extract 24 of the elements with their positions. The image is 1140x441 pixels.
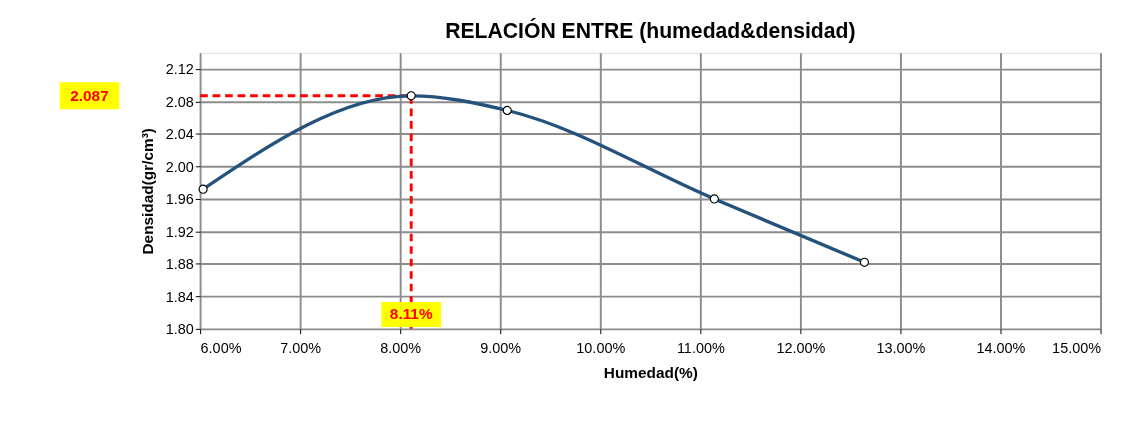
chart-title: RELACIÓN ENTRE (humedad&densidad) [445, 18, 856, 44]
y-tick-label: 2.08 [165, 93, 194, 110]
x-tick-label: 6.00% [200, 340, 242, 357]
x-tick-label: 15.00% [1052, 340, 1102, 357]
x-tick-label: 12.00% [776, 340, 826, 357]
x-tick-label: 11.00% [676, 340, 725, 357]
y-axis-title: Densidad(gr/cm³) [139, 128, 157, 255]
x-tick-label: 10.00% [576, 340, 626, 357]
x-axis-title: Humedad(%) [603, 364, 698, 382]
ref-line-label: 8.11% [389, 305, 433, 323]
ref-line-label: 2.087 [70, 86, 109, 104]
y-tick-label: 1.92 [165, 223, 194, 240]
x-tick-label: 7.00% [280, 340, 322, 357]
x-tick-label: 9.00% [480, 340, 522, 357]
y-tick-label: 2.04 [165, 126, 194, 143]
y-tick-label: 2.00 [165, 158, 194, 175]
x-tick-label: 13.00% [876, 340, 926, 357]
y-tick-label: 1.80 [165, 321, 194, 338]
y-tick-label: 1.88 [165, 256, 194, 273]
x-tick-label: 8.00% [380, 340, 422, 357]
x-tick-label: 14.00% [976, 340, 1026, 357]
y-tick-label: 2.12 [165, 61, 194, 78]
y-tick-label: 1.84 [165, 288, 194, 305]
y-tick-label: 1.96 [165, 191, 194, 208]
